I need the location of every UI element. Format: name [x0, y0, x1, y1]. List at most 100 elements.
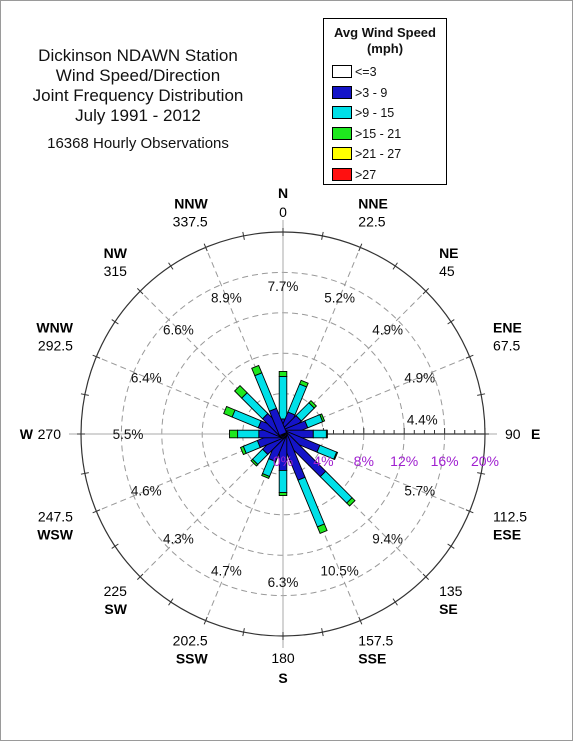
legend-swatch: [332, 147, 352, 161]
dir-label: ESE: [493, 527, 521, 543]
rim-tick: [465, 509, 474, 514]
legend-swatch: [332, 65, 352, 79]
title-line-1: Dickinson NDAWN Station: [38, 46, 238, 65]
rim-tick: [80, 472, 89, 475]
deg-label: 247.5: [38, 509, 73, 525]
deg-label: 180: [271, 650, 295, 666]
legend-swatch: [332, 106, 352, 120]
legend-label: >27: [355, 167, 377, 182]
scale-label: 4%: [313, 453, 333, 469]
legend-item: >3 - 9: [332, 86, 387, 100]
deg-label: 0: [279, 204, 287, 220]
rim-tick: [168, 598, 174, 606]
rim-tick: [422, 287, 430, 295]
deg-label: 22.5: [358, 213, 385, 229]
chart-title: Dickinson NDAWN Station Wind Speed/Direc…: [18, 46, 258, 154]
rim-tick: [447, 319, 455, 325]
rim-tick: [80, 393, 89, 396]
legend-item: >27: [332, 168, 376, 182]
dir-label: NNE: [358, 195, 388, 211]
bar-segment: [304, 414, 324, 429]
chart-subtitle: 16368 Hourly Observations: [47, 135, 229, 152]
legend-swatch: [332, 167, 352, 181]
scale-label: 16%: [431, 453, 459, 469]
legend-title-line-2: (mph): [366, 41, 404, 56]
deg-label: 45: [439, 263, 455, 279]
legend-item: >21 - 27: [332, 147, 401, 161]
direction-labels: N 0 7.7% NNE 22.5 5.2% NE 45 4.9% ENE 67.5 4.9% 90 E 4…: [20, 185, 541, 686]
bar-segment: [239, 445, 247, 456]
wind-bar-nnw: [251, 364, 288, 437]
title-line-4: July 1991 - 2012: [75, 106, 201, 125]
legend-label: <=3: [355, 65, 377, 79]
legend-label: >15 - 21: [355, 126, 402, 141]
deg-label: 135: [439, 583, 463, 599]
legend: Avg Wind Speed (mph) <=3 >3 - 9 >9 - 15 >15…: [323, 18, 447, 185]
freq-label: 4.3%: [163, 532, 194, 547]
deg-label: 225: [104, 583, 128, 599]
rim-tick: [358, 616, 363, 625]
dir-label: ENE: [493, 319, 522, 335]
bar-segment: [278, 370, 288, 377]
dir-label: E: [531, 426, 540, 442]
deg-label: 90: [505, 426, 521, 442]
freq-label: 5.2%: [324, 290, 355, 305]
legend-label: >9 - 15: [355, 106, 395, 120]
legend-title: Avg Wind Speed (mph): [324, 25, 446, 57]
legend-label: >21 - 27: [355, 147, 402, 161]
bar-segment: [237, 429, 260, 439]
scale-label: 8%: [354, 453, 374, 469]
freq-label: 4.9%: [404, 370, 435, 385]
rim-tick: [321, 231, 324, 240]
freq-label: 8.9%: [211, 290, 242, 305]
legend-title-line-1: Avg Wind Speed: [334, 25, 436, 40]
deg-label: 270: [38, 426, 62, 442]
rim-tick: [465, 354, 474, 359]
bar-segment: [251, 364, 263, 377]
scale-label: 12%: [390, 453, 418, 469]
dir-label: NNW: [174, 195, 208, 211]
dir-label: WNW: [36, 319, 73, 335]
wind-bar-se: [279, 430, 356, 507]
rim-tick: [242, 231, 245, 240]
bar-segment: [297, 476, 325, 528]
wind-bars: [223, 364, 356, 534]
deg-label: 337.5: [173, 213, 208, 229]
rim-tick: [168, 262, 174, 270]
bar-segment: [278, 375, 288, 420]
freq-label: 6.4%: [131, 370, 162, 385]
deg-label: 112.5: [493, 509, 527, 525]
freq-label: 9.4%: [372, 532, 403, 547]
legend-swatch: [332, 85, 352, 99]
freq-label: 5.5%: [113, 427, 144, 442]
legend-swatch: [332, 126, 352, 140]
freq-label: 6.6%: [163, 322, 194, 337]
bar-segment: [233, 384, 248, 399]
rim-tick: [358, 243, 363, 252]
rim-tick: [392, 262, 398, 270]
legend-item: <=3: [332, 65, 377, 79]
deg-label: 157.5: [358, 633, 393, 649]
bar-segment: [308, 399, 318, 409]
rim-tick: [203, 616, 208, 625]
dir-label: W: [20, 426, 34, 442]
rim-tick: [92, 509, 101, 514]
bar-segment: [312, 429, 327, 439]
bar-segment: [299, 379, 309, 388]
rim-tick: [92, 354, 101, 359]
dir-label: NE: [439, 245, 458, 261]
rim-tick: [111, 319, 119, 325]
bar-segment: [346, 497, 356, 507]
scale-label: 20%: [471, 453, 499, 469]
freq-label: 6.3%: [268, 575, 299, 590]
scale-label: 0%: [273, 453, 293, 469]
rim-tick: [477, 393, 486, 396]
dir-label: NW: [104, 245, 128, 261]
freq-label: 7.7%: [268, 279, 299, 294]
rim-tick: [321, 628, 324, 637]
rim-tick: [242, 628, 245, 637]
bar-segment: [261, 473, 271, 479]
dir-label: SE: [439, 601, 458, 617]
title-line-3: Joint Frequency Distribution: [32, 86, 244, 105]
